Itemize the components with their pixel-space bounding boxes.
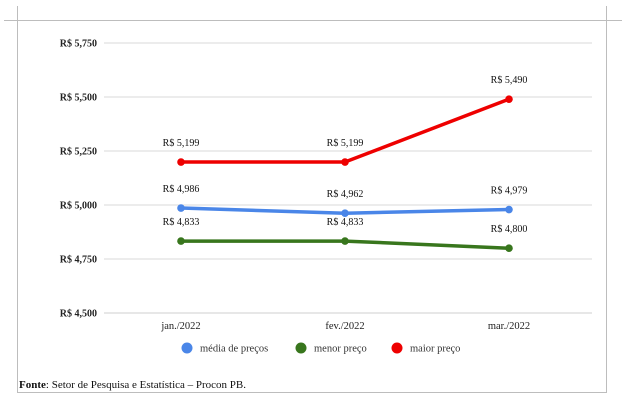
series-line — [181, 97, 510, 164]
data-point — [505, 205, 513, 214]
data-point — [505, 244, 513, 252]
data-label: R$ 4,962 — [327, 189, 364, 200]
data-label: R$ 4,986 — [163, 184, 200, 195]
page-frame — [4, 6, 622, 393]
y-tick-label: R$ 5,000 — [60, 201, 97, 212]
data-point — [177, 204, 185, 212]
data-label: R$ 4,979 — [491, 186, 528, 197]
legend-label: média de preços — [200, 344, 268, 355]
data-label: R$ 4,833 — [327, 217, 364, 228]
data-label: R$ 5,490 — [491, 75, 528, 86]
source-note: Fonte: Setor de Pesquisa e Estatística –… — [19, 379, 246, 391]
data-label: R$ 5,199 — [327, 138, 364, 149]
source-label: Fonte — [19, 379, 46, 391]
x-tick-label: jan./2022 — [160, 321, 200, 332]
y-tick-label: R$ 5,500 — [60, 93, 97, 104]
y-tick-label: R$ 4,500 — [60, 309, 97, 320]
data-point — [177, 237, 185, 245]
data-point — [177, 158, 185, 166]
legend-marker — [181, 342, 193, 354]
legend-label: maior preço — [410, 344, 460, 355]
data-point — [341, 158, 349, 166]
y-tick-label: R$ 5,250 — [60, 147, 97, 158]
data-point — [505, 95, 513, 103]
data-point — [341, 237, 349, 245]
legend-label: menor preço — [314, 344, 367, 355]
x-tick-label: fev./2022 — [325, 321, 364, 332]
x-tick-label: mar./2022 — [488, 321, 530, 332]
source-text: : Setor de Pesquisa e Estatística – Proc… — [45, 379, 247, 391]
y-tick-label: R$ 4,750 — [60, 255, 97, 266]
data-point — [341, 209, 349, 218]
legend-marker — [295, 342, 307, 354]
y-tick-label: R$ 5,750 — [60, 39, 97, 50]
legend-marker — [391, 342, 403, 354]
data-label: R$ 4,833 — [163, 217, 200, 228]
data-label: R$ 5,199 — [163, 138, 200, 149]
data-label: R$ 4,800 — [491, 224, 528, 235]
